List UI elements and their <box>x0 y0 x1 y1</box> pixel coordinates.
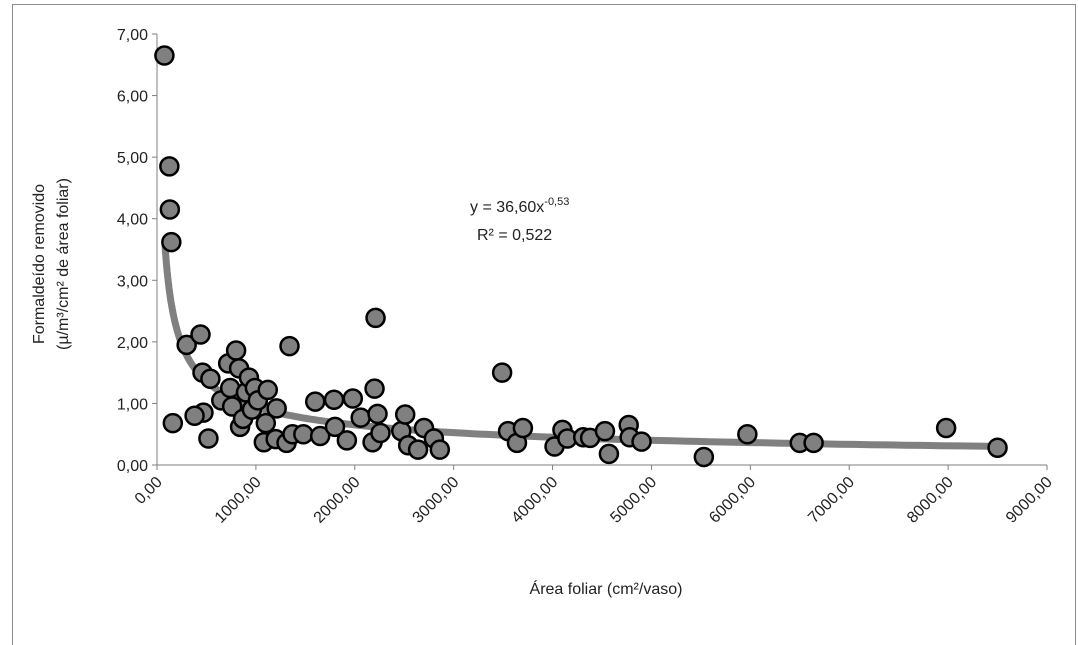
data-point <box>693 446 715 468</box>
data-point <box>309 425 331 447</box>
x-tick-label: 1000,00 <box>212 474 265 527</box>
data-point <box>367 403 388 425</box>
data-point <box>598 443 620 465</box>
data-point <box>429 439 451 460</box>
data-point <box>324 416 346 438</box>
data-point <box>257 379 279 401</box>
x-tick-label: 4000,00 <box>508 474 561 527</box>
data-point <box>631 431 652 452</box>
data-point <box>266 398 287 419</box>
y-tick-label: 7,00 <box>117 27 148 44</box>
data-point <box>512 417 534 439</box>
x-axis-title: Área foliar (cm²/vaso) <box>530 579 683 598</box>
y-tick-label: 5,00 <box>117 150 148 167</box>
data-point <box>159 156 180 177</box>
data-point <box>594 420 616 442</box>
data-point <box>491 362 513 383</box>
data-point <box>190 324 211 345</box>
x-tick-label: 2000,00 <box>311 474 364 527</box>
data-point <box>279 335 300 357</box>
x-tick-label: 5000,00 <box>607 474 660 527</box>
chart-frame <box>12 4 1076 645</box>
data-point <box>225 340 247 361</box>
data-point <box>184 405 205 426</box>
data-point <box>364 378 385 399</box>
y-tick-labels: 0,00 1,00 2,00 3,00 4,00 5,00 6,00 7,00 <box>117 27 148 475</box>
data-points <box>154 45 1008 468</box>
x-tick-label: 7000,00 <box>805 474 858 527</box>
data-point <box>935 417 957 439</box>
y-tick-label: 4,00 <box>117 212 148 229</box>
x-tick-label: 0,00 <box>132 474 166 508</box>
data-point <box>293 423 314 445</box>
data-point <box>803 432 824 454</box>
data-point <box>159 199 181 220</box>
y-axis-title-line2: (µ/m³/cm² de área foliar) <box>55 178 72 350</box>
x-tick-label: 3000,00 <box>410 474 463 527</box>
y-axis-title-line1: Formaldeído removido <box>31 184 48 344</box>
data-point <box>370 422 391 444</box>
x-tick-label: 9000,00 <box>1003 474 1056 527</box>
scatter-chart: 0,00 1000,00 2000,00 3000,00 4000,00 5000,00 6… <box>31 27 1056 598</box>
axes <box>152 33 1048 470</box>
trend-equation-base: y = 36,60x <box>470 199 544 216</box>
data-point <box>737 423 758 445</box>
data-point <box>342 388 364 409</box>
data-point <box>154 45 175 66</box>
y-tick-label: 3,00 <box>117 273 148 290</box>
data-point <box>365 307 386 329</box>
trend-equation-exponent: -0,53 <box>544 196 569 208</box>
x-tick-label: 8000,00 <box>904 474 957 527</box>
x-tick-labels: 0,00 1000,00 2000,00 3000,00 4000,00 5000,00 6… <box>132 474 1056 527</box>
data-point <box>161 231 182 253</box>
data-point <box>200 368 221 390</box>
data-point <box>394 404 416 425</box>
data-point <box>987 437 1008 459</box>
data-point <box>350 407 371 428</box>
data-point <box>407 439 429 460</box>
data-point <box>162 412 184 434</box>
data-point <box>304 391 326 412</box>
r-squared-label: R² = 0,522 <box>477 227 552 244</box>
data-point <box>176 334 197 356</box>
trend-equation: y = 36,60x-0,53 <box>470 196 569 216</box>
data-point <box>198 428 219 449</box>
y-tick-label: 6,00 <box>117 89 148 106</box>
data-point <box>336 430 358 451</box>
data-point <box>323 389 345 410</box>
x-tick-label: 6000,00 <box>706 474 759 527</box>
data-point <box>255 412 277 434</box>
y-tick-label: 2,00 <box>117 335 148 352</box>
y-tick-label: 0,00 <box>117 458 148 475</box>
y-tick-label: 1,00 <box>117 396 148 413</box>
